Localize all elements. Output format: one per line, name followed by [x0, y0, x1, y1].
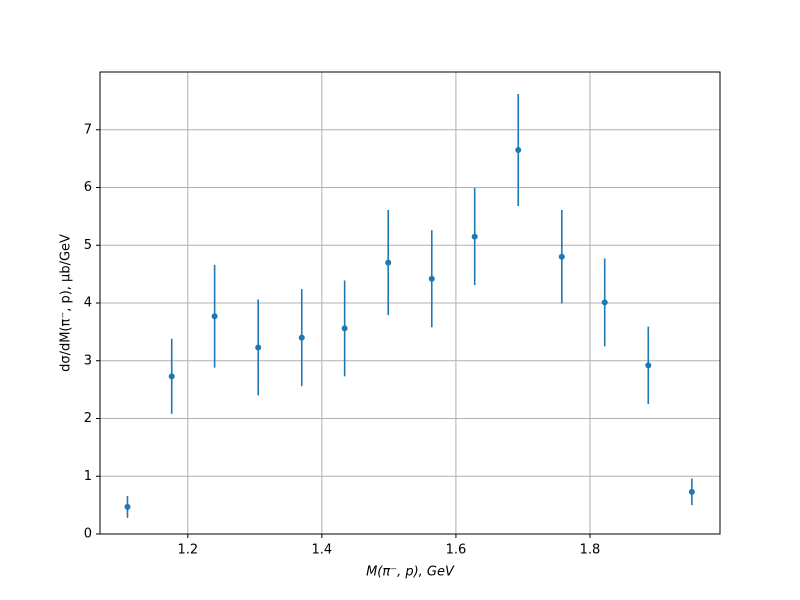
y-tick-label: 4 — [84, 296, 92, 311]
y-tick-label: 7 — [84, 122, 92, 137]
x-tick-label: 1.6 — [446, 543, 467, 558]
data-point — [515, 146, 522, 153]
y-tick-label: 2 — [84, 411, 92, 426]
data-point — [558, 253, 565, 260]
x-tick-label: 1.8 — [580, 543, 601, 558]
data-point — [341, 325, 348, 332]
data-point — [688, 488, 695, 495]
data-point — [211, 313, 218, 320]
data-point — [601, 299, 608, 306]
x-tick-label: 1.2 — [177, 543, 198, 558]
y-tick-label: 0 — [84, 527, 92, 542]
y-tick-label: 3 — [84, 353, 92, 368]
data-point — [255, 344, 262, 351]
data-point — [471, 233, 478, 240]
data-point — [428, 275, 435, 282]
y-tick-label: 1 — [84, 469, 92, 484]
data-point — [124, 503, 131, 510]
data-point — [168, 373, 175, 380]
data-point — [385, 259, 392, 266]
y-tick-label: 5 — [84, 238, 92, 253]
x-axis-label: M(π⁻, p), GeV — [366, 565, 455, 580]
x-tick-label: 1.4 — [312, 543, 333, 558]
y-tick-label: 6 — [84, 180, 92, 195]
data-point — [298, 334, 305, 341]
plot-frame — [99, 71, 721, 535]
y-axis-label: dσ/dM(π⁻, p), μb/GeV — [59, 234, 74, 372]
data-point — [645, 362, 652, 369]
